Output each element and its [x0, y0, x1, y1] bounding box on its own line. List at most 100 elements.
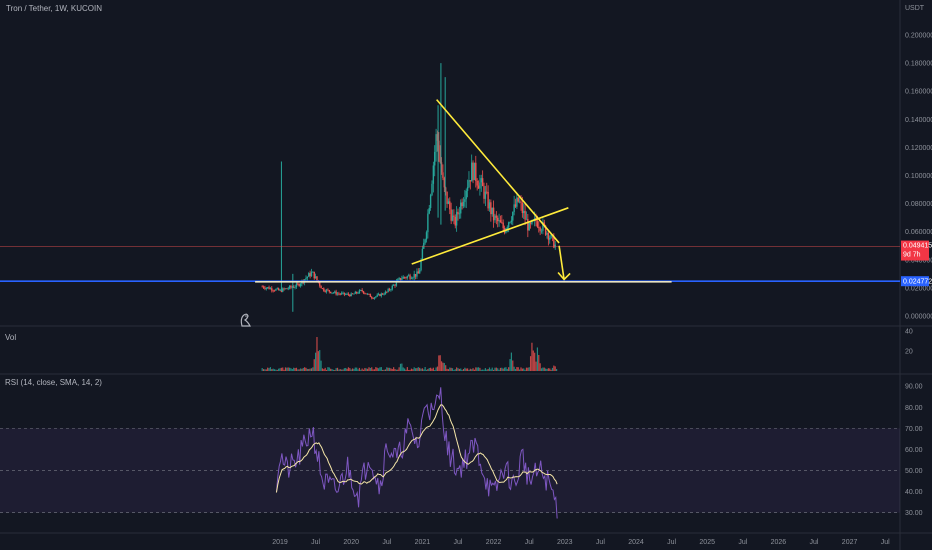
- volume-bar: [421, 368, 423, 371]
- candle-body: [521, 202, 524, 214]
- volume-bar: [505, 367, 507, 371]
- volume-bar: [361, 368, 363, 371]
- candle-body: [282, 288, 284, 292]
- candle-body: [421, 248, 424, 260]
- rsi-tick-label: 40.00: [905, 489, 923, 496]
- candle-body: [286, 288, 288, 290]
- candle-body: [321, 288, 324, 290]
- x-tick-label: 2024: [628, 539, 644, 546]
- x-tick-label: Jul: [810, 539, 819, 546]
- candle-body: [392, 284, 395, 286]
- candle-body: [405, 277, 407, 279]
- volume-pane-label: Vol: [5, 333, 17, 342]
- volume-bar: [442, 362, 444, 371]
- candle-body: [314, 276, 317, 279]
- last-price-tag: [901, 240, 929, 261]
- candle-body: [381, 293, 384, 295]
- volume-bar: [419, 367, 421, 371]
- volume-bar: [267, 367, 269, 371]
- candle-body: [368, 293, 370, 295]
- volume-bar: [319, 350, 321, 371]
- volume-bar: [457, 368, 459, 371]
- candle-body: [345, 294, 347, 296]
- volume-bar: [468, 369, 470, 371]
- candle-body: [443, 177, 446, 188]
- candle-body: [292, 287, 295, 288]
- volume-bar: [477, 367, 480, 371]
- volume-bar: [524, 369, 526, 371]
- volume-bar: [315, 352, 317, 371]
- volume-bar: [387, 367, 389, 371]
- volume-tick-label: 20: [905, 349, 913, 356]
- volume-bar: [512, 360, 514, 371]
- volume-bar: [534, 352, 536, 371]
- arrow-drawing: [558, 245, 565, 280]
- volume-bar: [268, 368, 270, 371]
- volume-bar: [347, 367, 350, 371]
- candle-body: [313, 271, 315, 279]
- price-tick-label: 0.120000: [905, 145, 932, 152]
- volume-bar: [305, 367, 307, 371]
- volume-bar: [453, 369, 455, 371]
- support-price-tag-label: 0.024772: [903, 279, 932, 286]
- candle-body: [265, 287, 268, 289]
- volume-bar: [343, 368, 345, 371]
- candle-body: [354, 291, 357, 294]
- candle-body: [553, 235, 555, 248]
- candle-body: [298, 284, 300, 287]
- volume-bar: [546, 368, 548, 371]
- candle-body: [469, 180, 472, 182]
- volume-bar: [497, 368, 499, 371]
- candle-body: [261, 286, 263, 288]
- candle-body: [388, 289, 391, 291]
- candle-body: [306, 276, 309, 279]
- volume-bar: [424, 367, 426, 371]
- candle-body: [390, 289, 392, 291]
- candle-body: [484, 191, 487, 199]
- volume-bar: [475, 367, 477, 371]
- volume-bar: [397, 369, 399, 371]
- candle-body: [460, 202, 462, 214]
- rsi-line: [275, 387, 558, 519]
- candle-body: [346, 293, 348, 295]
- x-tick-label: Jul: [738, 539, 747, 546]
- candle-body: [349, 294, 351, 297]
- volume-bar: [321, 368, 324, 371]
- volume-bar: [494, 367, 496, 371]
- volume-bar: [431, 368, 433, 371]
- volume-bar: [357, 369, 359, 371]
- volume-bar: [354, 367, 356, 371]
- volume-bar: [399, 363, 402, 371]
- candle-body: [336, 293, 339, 295]
- support-price-tag: [901, 276, 929, 287]
- candle-body: [371, 297, 373, 299]
- candle-body: [516, 197, 518, 207]
- volume-bar: [390, 368, 392, 371]
- candle-body: [506, 227, 508, 229]
- trend-drawings[interactable]: [255, 99, 672, 283]
- candle-body: [449, 201, 451, 210]
- volume-bar: [451, 368, 454, 371]
- candle-body: [542, 222, 544, 231]
- candle-body: [316, 276, 318, 281]
- volume-bar: [380, 367, 382, 371]
- candle-body: [554, 244, 556, 248]
- volume-bar: [375, 367, 377, 371]
- volume-bar: [420, 368, 422, 371]
- candle-body: [528, 222, 530, 231]
- volume-bar: [304, 367, 306, 371]
- volume-bar: [372, 369, 374, 371]
- candle-body: [536, 221, 539, 227]
- volume-bar: [521, 368, 523, 371]
- candle-body: [520, 201, 522, 203]
- volume-bar: [499, 367, 502, 371]
- price-tick-label: 0.040000: [905, 257, 932, 264]
- candle-body: [466, 187, 469, 191]
- volume-bar: [293, 367, 295, 371]
- volume-bar: [404, 368, 406, 371]
- volume-bar: [501, 367, 503, 371]
- volume-bar: [471, 369, 473, 371]
- candle-body: [310, 271, 313, 277]
- volume-bar: [508, 367, 510, 371]
